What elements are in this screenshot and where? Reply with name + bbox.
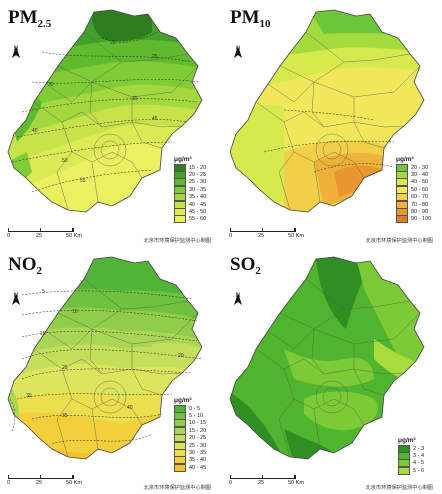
scale-label: 25 [36, 480, 43, 486]
north-arrow-icon: N [11, 293, 21, 305]
legend-item: 40 - 45 [174, 463, 218, 472]
legend-swatch [174, 463, 186, 472]
legend-label: 50 - 60 [411, 186, 429, 193]
legend-swatch [398, 466, 410, 475]
legend-label: 80 - 90 [411, 209, 429, 216]
legend-label: 10 - 15 [189, 420, 207, 427]
contour-label: 20 [178, 353, 184, 359]
legend-label: 15 - 20 [189, 164, 207, 171]
scale-label: 0 [7, 233, 11, 239]
contour-label: 5 [42, 289, 45, 295]
legend-item: 90 - 100 [396, 215, 440, 224]
scale-bar: 0 25 50 Km [7, 228, 88, 244]
legend-label: 40 - 45 [189, 464, 207, 471]
map-credit: 北京市环境保护监测中心制图 [143, 485, 211, 491]
legend-label: 70 - 80 [411, 201, 429, 208]
scale-label: 0 [229, 480, 233, 486]
scale-label: 50 Km [66, 480, 82, 486]
so2-map [229, 256, 425, 460]
legend-label: 15 - 20 [189, 427, 207, 434]
contour-label: 55 [80, 178, 86, 184]
legend-item: 5 - 6 [398, 466, 442, 475]
contour-label: 25 [62, 365, 68, 371]
scale-bar: 0 25 50 Km [229, 475, 310, 491]
legend-unit: μg/m³ [174, 156, 192, 163]
no2-map-panel: 5 10 15 20 25 30 35 40 NO2 N μg/m³ 0 - 5… [2, 249, 219, 492]
contour-label: 40 [127, 405, 133, 411]
legend-swatch [174, 215, 186, 224]
legend-label: 4 - 5 [413, 460, 425, 467]
legend-label: 20 - 25 [189, 435, 207, 442]
pm25-map: 20 25 30 35 40 45 50 55 [7, 9, 203, 213]
scale-label: 25 [258, 233, 265, 239]
legend-label: 5 - 6 [413, 467, 425, 474]
legend-label: 35 - 40 [189, 194, 207, 201]
legend-label: 30 - 35 [189, 186, 207, 193]
contour-label: 15 [40, 331, 46, 337]
legend-label: 30 - 35 [189, 450, 207, 457]
legend-label: 25 - 30 [189, 179, 207, 186]
legend-label: 55 - 60 [189, 216, 207, 223]
legend-label: 20 - 30 [411, 164, 429, 171]
contour-label: 25 [152, 54, 158, 60]
contour-label: 30 [26, 393, 32, 399]
scale-bar: 0 25 50 Km [229, 228, 310, 244]
contour-label: 35 [62, 413, 68, 419]
pm25-legend: μg/m³ 15 - 20 20 - 25 25 - 30 30 - 35 35 - 4… [174, 156, 218, 224]
scale-bar: 0 25 50 Km [7, 475, 88, 491]
pm10-map [229, 9, 425, 213]
pm10-legend: μg/m³ 20 - 30 30 - 40 40 - 50 50 - 60 60 - 7… [396, 156, 440, 224]
map-credit: 北京市环境保护监测中心制图 [365, 238, 433, 244]
legend-unit: μg/m³ [398, 437, 416, 444]
north-arrow-icon: N [11, 46, 21, 58]
legend-label: 40 - 45 [189, 201, 207, 208]
legend-label: 30 - 40 [411, 172, 429, 179]
scale-label: 50 Km [288, 233, 304, 239]
so2-map-panel: SO2 N μg/m³ 2 - 33 - 44 - 55 - 6 0 25 50… [224, 249, 441, 492]
scale-label: 25 [258, 480, 265, 486]
contour-label: 35 [132, 96, 138, 102]
legend-label: 20 - 25 [189, 172, 207, 179]
scale-label: 50 Km [66, 233, 82, 239]
north-arrow-icon: N [233, 293, 243, 305]
legend-label: 45 - 50 [189, 209, 207, 216]
contour-label: 10 [72, 309, 78, 315]
legend-item: 55 - 60 [174, 215, 218, 224]
no2-map: 5 10 15 20 25 30 35 40 [7, 256, 203, 460]
legend-label: 25 - 30 [189, 442, 207, 449]
scale-label: 0 [229, 233, 233, 239]
legend-label: 2 - 3 [413, 445, 425, 452]
legend-label: 5 - 10 [189, 413, 204, 420]
map-credit: 北京市环境保护监测中心制图 [365, 485, 433, 491]
no2-title: NO2 [8, 254, 42, 277]
contour-label: 20 [110, 40, 116, 46]
contour-label: 30 [48, 82, 54, 88]
pm25-map-panel: 20 25 30 35 40 45 50 55 PM2.5 N μg/m³ 15… [2, 2, 219, 245]
contour-label: 50 [62, 158, 68, 164]
scale-label: 0 [7, 480, 11, 486]
legend-unit: μg/m³ [174, 397, 192, 404]
legend-label: 60 - 70 [411, 194, 429, 201]
north-arrow-icon: N [233, 46, 243, 58]
legend-swatch [396, 215, 408, 224]
legend-unit: μg/m³ [396, 156, 414, 163]
contour-label: 45 [152, 116, 158, 122]
legend-label: 35 - 40 [189, 457, 207, 464]
pm10-title: PM10 [230, 7, 271, 30]
scale-label: 25 [36, 233, 43, 239]
legend-label: 0 - 5 [189, 405, 201, 412]
legend-label: 90 - 100 [411, 216, 432, 223]
pm25-title: PM2.5 [8, 7, 52, 30]
so2-title: SO2 [230, 254, 261, 277]
legend-label: 3 - 4 [413, 453, 425, 460]
scale-label: 50 Km [288, 480, 304, 486]
contour-label: 40 [32, 128, 38, 134]
legend-label: 40 - 50 [411, 179, 429, 186]
map-credit: 北京市环境保护监测中心制图 [143, 238, 211, 244]
